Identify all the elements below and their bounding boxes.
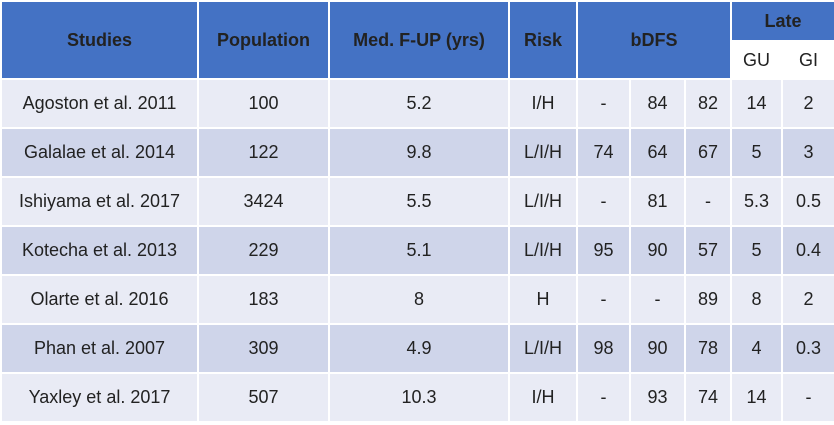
cell-population: 309 [197,323,330,374]
cell-gi: 2 [781,274,834,325]
cell-risk: L/I/H [508,323,578,374]
col-header-followup: Med. F-UP (yrs) [328,0,510,80]
table-row: Kotecha et al. 2013 229 5.1 L/I/H 95 90 … [0,225,834,276]
table-row: Olarte et al. 2016 183 8 H - - 89 8 2 [0,274,834,325]
cell-bdfs-3: 89 [683,274,733,325]
cell-bdfs-2: - [629,274,686,325]
cell-bdfs-2: 81 [629,176,686,227]
cell-followup: 5.1 [328,225,510,276]
cell-population: 183 [197,274,330,325]
cell-gu: 14 [730,78,784,129]
cell-followup: 4.9 [328,323,510,374]
cell-bdfs-3: 74 [683,372,733,423]
cell-population: 122 [197,127,330,178]
cell-study: Phan et al. 2007 [0,323,199,374]
cell-risk: L/I/H [508,225,578,276]
cell-risk: L/I/H [508,176,578,227]
table-row: Ishiyama et al. 2017 3424 5.5 L/I/H - 81… [0,176,834,227]
cell-gi: 0.3 [781,323,834,374]
cell-risk: L/I/H [508,127,578,178]
cell-bdfs-3: 78 [683,323,733,374]
cell-followup: 8 [328,274,510,325]
cell-bdfs-3: 82 [683,78,733,129]
col-header-late: Late [730,0,834,42]
cell-bdfs-1: 98 [576,323,631,374]
cell-gu: 8 [730,274,784,325]
cell-study: Kotecha et al. 2013 [0,225,199,276]
cell-study: Olarte et al. 2016 [0,274,199,325]
cell-bdfs-2: 93 [629,372,686,423]
cell-study: Yaxley et al. 2017 [0,372,199,423]
cell-gi: 2 [781,78,834,129]
cell-gi: 3 [781,127,834,178]
col-header-gi: GI [781,40,834,80]
cell-gi: 0.5 [781,176,834,227]
cell-gu: 5.3 [730,176,784,227]
col-header-population: Population [197,0,330,80]
cell-gi: 0.4 [781,225,834,276]
cell-gu: 4 [730,323,784,374]
cell-bdfs-2: 90 [629,225,686,276]
cell-population: 229 [197,225,330,276]
cell-followup: 5.5 [328,176,510,227]
cell-bdfs-1: 74 [576,127,631,178]
col-header-studies: Studies [0,0,199,80]
col-header-gu: GU [730,40,784,80]
cell-gu: 14 [730,372,784,423]
cell-followup: 5.2 [328,78,510,129]
col-header-bdfs: bDFS [575,0,733,80]
cell-bdfs-1: 95 [576,225,631,276]
cell-bdfs-1: - [576,274,631,325]
cell-risk: I/H [508,372,578,423]
cell-bdfs-3: 57 [683,225,733,276]
cell-bdfs-3: 67 [683,127,733,178]
cell-population: 507 [197,372,330,423]
table-row: Yaxley et al. 2017 507 10.3 I/H - 93 74 … [0,372,834,423]
cell-study: Agoston et al. 2011 [0,78,199,129]
table-row: Agoston et al. 2011 100 5.2 I/H - 84 82 … [0,78,834,129]
header-row: Studies Population Med. F-UP (yrs) Risk … [0,0,834,80]
cell-bdfs-2: 64 [629,127,686,178]
cell-followup: 10.3 [328,372,510,423]
table-row: Galalae et al. 2014 122 9.8 L/I/H 74 64 … [0,127,834,178]
cell-followup: 9.8 [328,127,510,178]
cell-population: 100 [197,78,330,129]
col-header-risk: Risk [508,0,578,80]
cell-gi: - [781,372,834,423]
cell-bdfs-1: - [576,372,631,423]
cell-study: Ishiyama et al. 2017 [0,176,199,227]
cell-risk: H [508,274,578,325]
table-row: Phan et al. 2007 309 4.9 L/I/H 98 90 78 … [0,323,834,374]
cell-bdfs-1: - [576,176,631,227]
cell-gu: 5 [730,225,784,276]
cell-risk: I/H [508,78,578,129]
cell-bdfs-2: 90 [629,323,686,374]
cell-gu: 5 [730,127,784,178]
cell-population: 3424 [197,176,330,227]
cell-bdfs-1: - [576,78,631,129]
cell-bdfs-3: - [683,176,733,227]
cell-bdfs-2: 84 [629,78,686,129]
cell-study: Galalae et al. 2014 [0,127,199,178]
